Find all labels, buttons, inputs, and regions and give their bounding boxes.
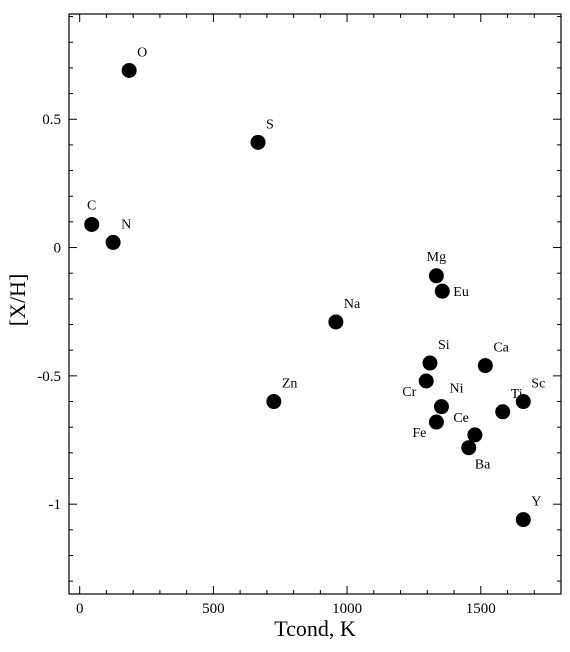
point-label-s: S [266,117,274,132]
data-point-si [422,355,438,371]
data-point-ti [495,404,511,420]
x-tick-label: 1500 [466,601,496,617]
data-point-cr [418,373,434,389]
point-label-fe: Fe [412,426,426,441]
axis-ticks: 0 500 1000 1500 0.5 0 -0.5 -1 [37,14,561,617]
data-point-sc [515,394,531,410]
x-tick-label: 500 [202,601,225,617]
y-tick-label: -0.5 [37,369,61,385]
data-point-y [515,512,531,528]
point-label-y: Y [531,495,541,510]
x-tick-label: 1000 [332,601,362,617]
y-tick-label: 0 [54,241,62,257]
point-label-mg: Mg [427,250,446,265]
data-point-c [84,216,100,232]
point-label-eu: Eu [453,285,469,300]
point-label-n: N [121,217,131,232]
point-label-zn: Zn [282,377,298,392]
point-label-ba: Ba [475,458,491,473]
data-point-s [250,134,266,150]
point-label-sc: Sc [531,377,545,392]
data-point-zn [266,394,282,410]
data-point-mg [428,268,444,284]
x-axis-title: Tcond, K [274,616,356,641]
point-label-na: Na [344,297,361,312]
y-axis-title: [X/H] [5,274,30,327]
point-label-ce: Ce [453,411,469,426]
data-points [84,62,531,528]
data-point-ba [461,440,477,456]
data-point-o [121,62,137,78]
point-label-ca: Ca [493,341,509,356]
point-label-o: O [137,45,147,60]
point-label-c: C [87,198,96,213]
data-point-ce [467,427,483,443]
point-label-ni: Ni [449,382,463,397]
point-label-cr: Cr [402,385,416,400]
data-point-eu [434,283,450,299]
plot-frame [68,13,562,595]
data-point-n [105,234,121,250]
data-point-ni [433,399,449,415]
data-point-ca [477,358,493,374]
data-point-na [328,314,344,330]
point-label-ti: Ti [511,387,523,402]
y-tick-label: 0.5 [42,112,61,128]
point-label-si: Si [438,338,450,353]
y-tick-label: -1 [49,497,62,513]
x-tick-label: 0 [76,601,84,617]
point-labels: O S C N Mg Eu Na Si Ca Cr Zn Ni Ti Sc Fe Ce Ba Y [87,45,545,509]
data-point-fe [428,414,444,430]
